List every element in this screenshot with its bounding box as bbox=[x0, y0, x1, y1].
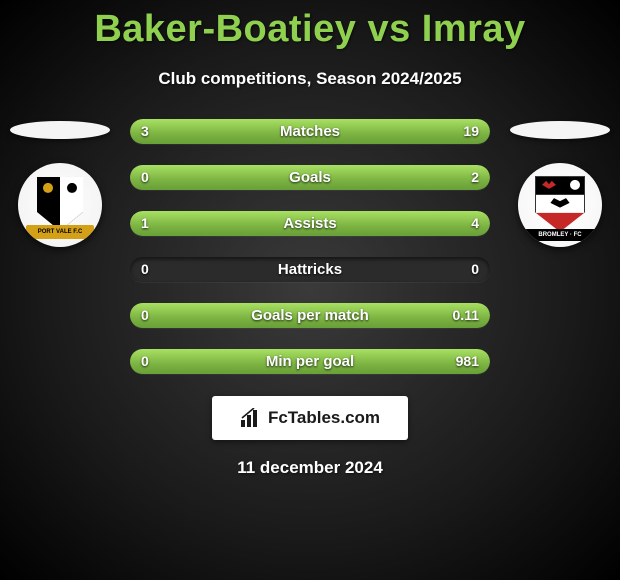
right-crest-ribbon: BROMLEY · FC bbox=[524, 229, 596, 241]
stat-bars-container: 319Matches 02Goals 14Assists 00Hattricks 00.… bbox=[130, 119, 490, 374]
page-subtitle: Club competitions, Season 2024/2025 bbox=[0, 69, 620, 89]
right-flag-placeholder bbox=[510, 121, 610, 139]
brand-chart-icon bbox=[240, 408, 262, 428]
stat-row: 0981Min per goal bbox=[130, 349, 490, 374]
page-title: Baker-Boatiey vs Imray bbox=[0, 0, 620, 51]
stat-row: 319Matches bbox=[130, 119, 490, 144]
brand-text: FcTables.com bbox=[268, 408, 380, 428]
stat-label: Assists bbox=[130, 211, 490, 236]
stat-row: 00.11Goals per match bbox=[130, 303, 490, 328]
stat-label: Goals per match bbox=[130, 303, 490, 328]
stat-label: Matches bbox=[130, 119, 490, 144]
stat-label: Hattricks bbox=[130, 257, 490, 282]
stat-row: 02Goals bbox=[130, 165, 490, 190]
brand-badge: FcTables.com bbox=[212, 396, 408, 440]
right-team-column: BROMLEY · FC bbox=[510, 119, 610, 247]
right-team-crest: BROMLEY · FC bbox=[518, 163, 602, 247]
left-flag-placeholder bbox=[10, 121, 110, 139]
stat-label: Min per goal bbox=[130, 349, 490, 374]
comparison-area: PORT VALE F.C 319Matches 02Goals 14Assists… bbox=[0, 119, 620, 374]
date-label: 11 december 2024 bbox=[0, 458, 620, 478]
stat-row: 14Assists bbox=[130, 211, 490, 236]
left-team-crest: PORT VALE F.C bbox=[18, 163, 102, 247]
left-crest-ribbon: PORT VALE F.C bbox=[26, 225, 94, 239]
stat-label: Goals bbox=[130, 165, 490, 190]
left-team-column: PORT VALE F.C bbox=[10, 119, 110, 247]
stat-row: 00Hattricks bbox=[130, 257, 490, 282]
